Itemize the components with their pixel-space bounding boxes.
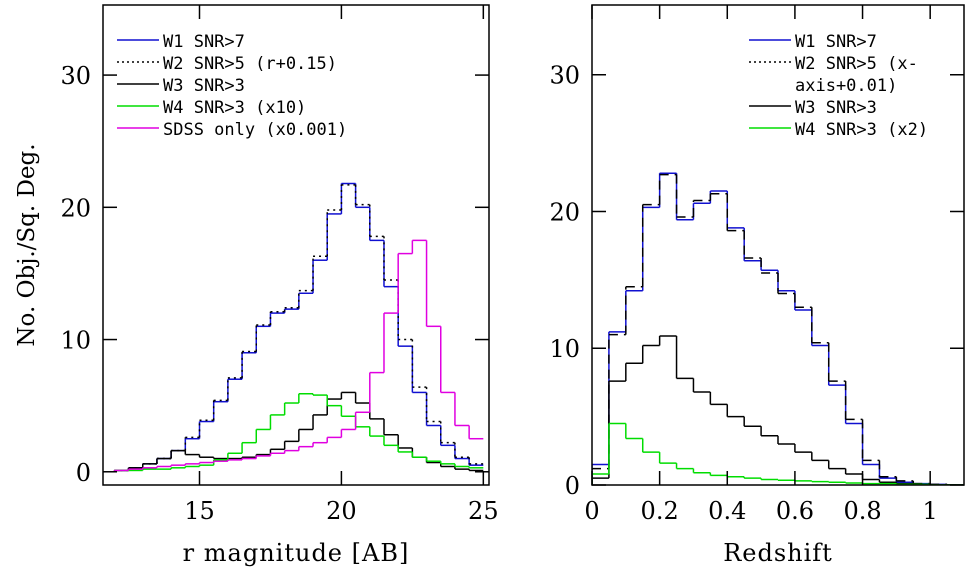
plot-area [113, 182, 484, 472]
legend-swatch [117, 83, 159, 85]
x-tick-label: 0 [584, 497, 599, 525]
y-tick-label: 20 [549, 198, 580, 226]
legend-entry: SDSS only (x0.001) [117, 119, 347, 141]
legend-entry: W2 SNR>5 (r+0.15) [117, 53, 347, 75]
legend-label: W1 SNR>7 [163, 32, 245, 52]
legend-swatch [749, 105, 791, 107]
y-tick-label: 30 [549, 62, 580, 90]
legend-entry: W4 SNR>3 (x10) [117, 97, 347, 119]
legend-label: W2 SNR>5 (r+0.15) [163, 54, 337, 74]
legend-label: W2 SNR>5 (x-axis+0.01) [795, 54, 918, 96]
legend-swatch [749, 61, 791, 63]
legend-label: W4 SNR>3 (x2) [795, 120, 929, 140]
y-tick-label: 0 [565, 472, 580, 500]
x-axis-label: Redshift [723, 539, 833, 567]
x-axis-label: r magnitude [AB] [183, 539, 410, 567]
legend-label: W1 SNR>7 [795, 32, 877, 52]
legend-entry: W1 SNR>7 [749, 31, 949, 53]
axes-frame [591, 4, 965, 486]
legend-entry: W1 SNR>7 [117, 31, 347, 53]
legend-swatch [117, 39, 159, 41]
legend-swatch [117, 61, 159, 63]
x-tick-label: 0.4 [708, 497, 746, 525]
y-tick-label: 20 [60, 194, 91, 222]
y-tick-label: 10 [60, 327, 91, 355]
legend: W1 SNR>7 W2 SNR>5 (r+0.15) W3 SNR>3 W4 SNR>… [117, 31, 347, 141]
x-tick-label: 0.2 [641, 497, 679, 525]
x-tick-label: 1 [923, 497, 938, 525]
axes-frame [102, 4, 490, 486]
plot-area [592, 172, 964, 485]
y-tick-label: 30 [60, 62, 91, 90]
legend-swatch [117, 127, 159, 129]
legend-swatch [749, 127, 791, 129]
legend-entry: W3 SNR>3 [749, 97, 949, 119]
x-tick-label: 0.6 [776, 497, 814, 525]
legend-label: SDSS only (x0.001) [163, 120, 348, 140]
legend-label: W4 SNR>3 (x10) [163, 98, 307, 118]
legend-label: W3 SNR>3 [163, 76, 245, 96]
legend-swatch [117, 105, 159, 107]
legend-entry: W4 SNR>3 (x2) [749, 119, 949, 141]
x-tick-label: 20 [326, 497, 357, 525]
x-tick-label: 15 [184, 497, 215, 525]
legend-label: W3 SNR>3 [795, 98, 877, 118]
x-tick-label: 25 [468, 497, 499, 525]
legend-swatch [749, 39, 791, 41]
y-tick-label: 10 [549, 335, 580, 363]
x-tick-label: 0.8 [843, 497, 881, 525]
y-tick-label: 0 [76, 459, 91, 487]
legend: W1 SNR>7 W2 SNR>5 (x-axis+0.01) W3 SNR>3 W4… [749, 31, 949, 141]
legend-entry: W3 SNR>3 [117, 75, 347, 97]
legend-entry: W2 SNR>5 (x-axis+0.01) [749, 53, 949, 97]
y-axis-label: No. Obj./Sq. Deg. [14, 143, 40, 346]
